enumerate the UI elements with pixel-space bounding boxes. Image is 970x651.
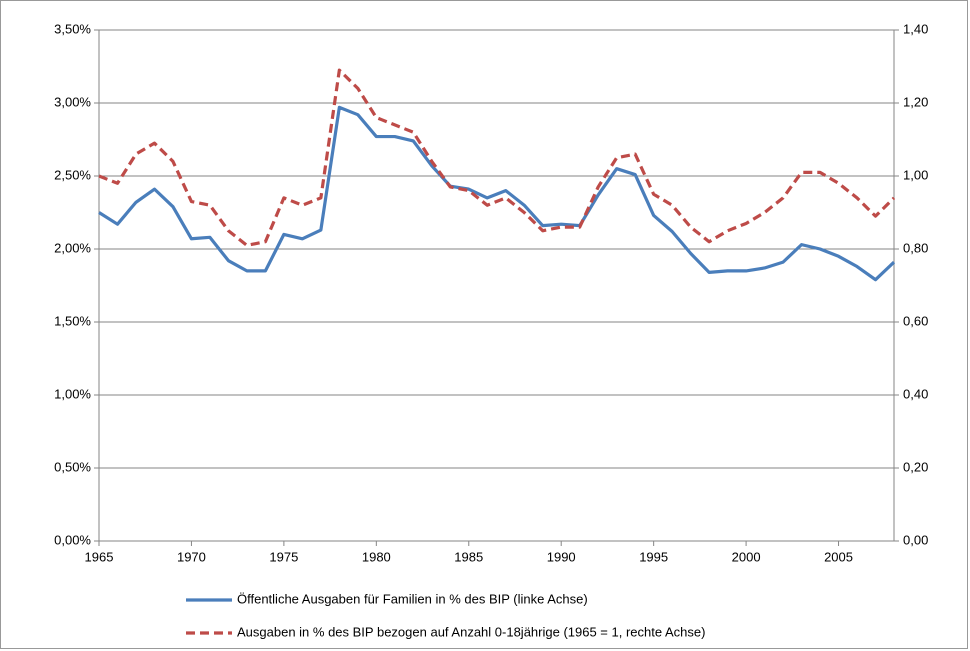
- x-tick-label: 1990: [547, 549, 576, 564]
- x-tick-label: 2005: [824, 549, 853, 564]
- x-tick-label: 1985: [454, 549, 483, 564]
- x-tick-label: 1995: [639, 549, 668, 564]
- y-tick-label: 0,50%: [54, 459, 91, 474]
- y2-tick-label: 0,80: [903, 240, 928, 255]
- x-tick-label: 1970: [177, 549, 206, 564]
- y-tick-label: 1,00%: [54, 386, 91, 401]
- y-tick-label: 2,00%: [54, 240, 91, 255]
- y-tick-label: 3,50%: [54, 21, 91, 36]
- y2-tick-label: 0,20: [903, 459, 928, 474]
- x-tick-label: 1980: [362, 549, 391, 564]
- y-tick-label: 1,50%: [54, 313, 91, 328]
- y2-tick-label: 1,20: [903, 94, 928, 109]
- x-tick-label: 1965: [85, 549, 114, 564]
- y2-tick-label: 1,40: [903, 21, 928, 36]
- y-tick-label: 0,00%: [54, 532, 91, 547]
- y-tick-label: 3,00%: [54, 94, 91, 109]
- y2-tick-label: 0,60: [903, 313, 928, 328]
- y2-tick-label: 1,00: [903, 167, 928, 182]
- y2-tick-label: 0,40: [903, 386, 928, 401]
- x-tick-label: 2000: [732, 549, 761, 564]
- legend-label: Ausgaben in % des BIP bezogen auf Anzahl…: [237, 624, 705, 639]
- x-tick-label: 1975: [269, 549, 298, 564]
- y2-tick-label: 0,00: [903, 532, 928, 547]
- legend-label: Öffentliche Ausgaben für Familien in % d…: [237, 591, 588, 606]
- y-tick-label: 2,50%: [54, 167, 91, 182]
- series-line: [98, 105, 896, 282]
- series-line: [98, 68, 896, 247]
